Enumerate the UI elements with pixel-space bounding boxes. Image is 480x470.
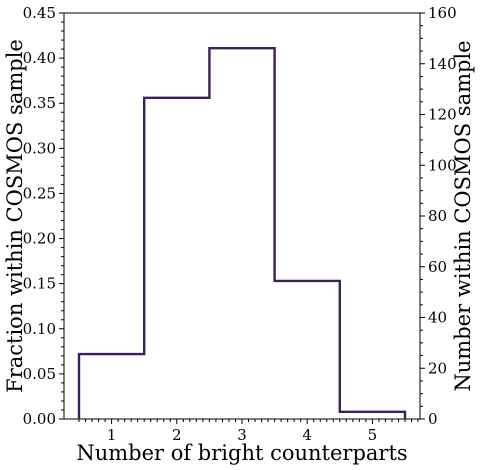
left-y-tick-label: 0.05 — [23, 365, 56, 383]
right-y-tick-label: 60 — [428, 258, 447, 276]
x-tick-label: 4 — [302, 426, 312, 444]
histogram-step-line — [77, 46, 407, 419]
right-y-tick-label: 120 — [428, 106, 457, 124]
y-axis-label-right: Number within COSMOS sample — [451, 40, 475, 391]
x-axis-label: Number of bright counterparts — [76, 441, 407, 465]
right-y-tick-label: 140 — [428, 55, 457, 73]
right-y-axis: 0 20 40 60 80 100 120 140 160 — [420, 4, 457, 428]
plot-frame — [63, 12, 421, 420]
left-y-axis: 0.00 0.05 0.10 0.15 0.20 0.25 0.30 0.35 0.40 0.45 — [23, 4, 64, 428]
right-y-tick-label: 100 — [428, 156, 457, 174]
right-y-tick-label: 0 — [428, 410, 438, 428]
y-axis-label-left: Fraction within COSMOS sample — [3, 39, 27, 393]
right-y-tick-label: 160 — [428, 4, 457, 22]
left-y-tick-label: 0.15 — [23, 275, 56, 293]
x-axis: 1 2 3 4 5 — [78, 419, 419, 444]
left-y-tick-label: 0.30 — [23, 139, 56, 157]
x-tick-label: 5 — [368, 426, 378, 444]
left-y-tick-label: 0.00 — [23, 410, 56, 428]
x-tick-label: 3 — [237, 426, 247, 444]
right-y-tick-label: 40 — [428, 309, 447, 327]
right-y-tick-label: 20 — [428, 359, 447, 377]
x-tick-label: 2 — [172, 426, 182, 444]
left-y-tick-label: 0.20 — [23, 230, 56, 248]
x-tick-label: 1 — [107, 426, 117, 444]
left-y-tick-label: 0.25 — [23, 184, 56, 202]
left-y-tick-label: 0.10 — [23, 320, 56, 338]
left-y-tick-label: 0.45 — [23, 4, 56, 22]
plot-area-border — [63, 12, 421, 420]
left-y-tick-label: 0.40 — [23, 49, 56, 67]
left-y-tick-label: 0.35 — [23, 94, 56, 112]
right-y-tick-label: 80 — [428, 207, 447, 225]
